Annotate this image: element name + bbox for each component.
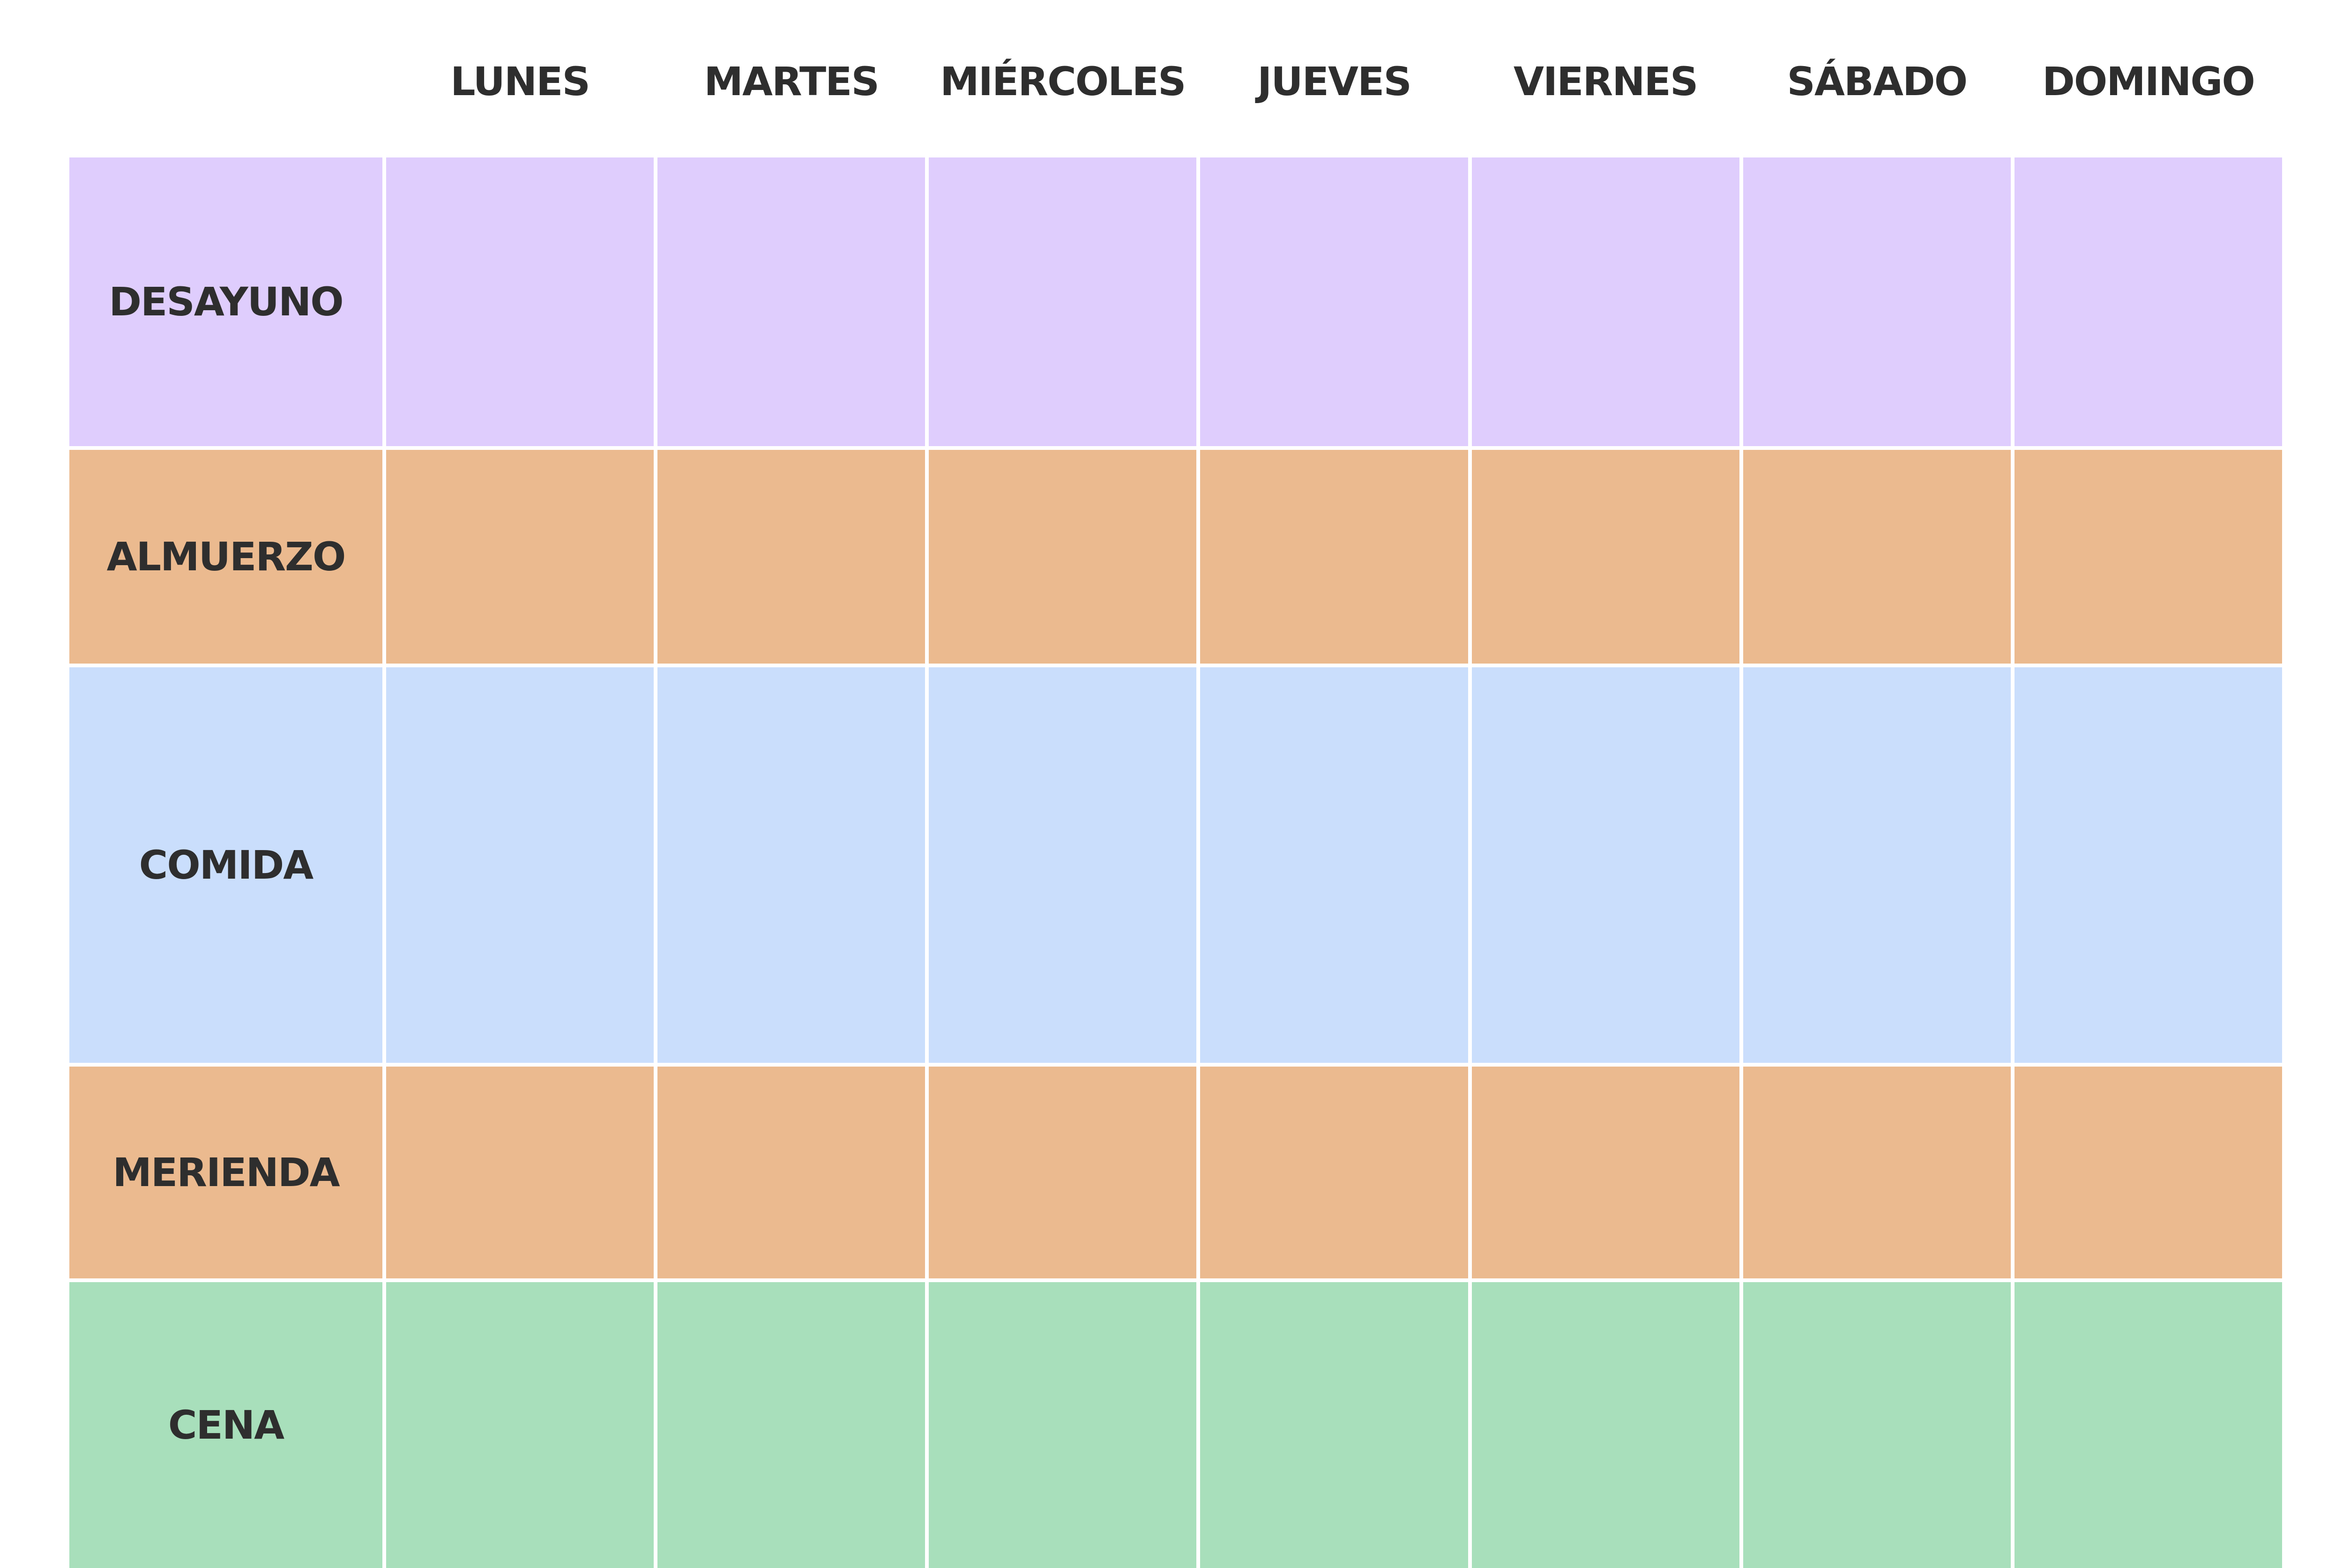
meal-cell[interactable] bbox=[2014, 1067, 2282, 1278]
meal-cell[interactable] bbox=[2014, 450, 2282, 664]
day-header: MIÉRCOLES bbox=[940, 59, 1186, 105]
meal-cell[interactable] bbox=[1743, 157, 2011, 446]
meal-cell[interactable] bbox=[2014, 1282, 2282, 1568]
meal-cell[interactable] bbox=[1471, 667, 1739, 1063]
meal-cell[interactable] bbox=[1471, 1067, 1739, 1278]
day-header: MARTES bbox=[704, 59, 880, 105]
meal-cell[interactable] bbox=[929, 1067, 1197, 1278]
meal-cell[interactable] bbox=[1471, 157, 1739, 446]
meal-cell[interactable] bbox=[929, 667, 1197, 1063]
meal-cell[interactable] bbox=[386, 450, 654, 664]
meal-label: CENA bbox=[69, 1282, 382, 1568]
meal-cell[interactable] bbox=[386, 1282, 654, 1568]
meal-label: MERIENDA bbox=[69, 1067, 382, 1278]
day-header: JUEVES bbox=[1257, 59, 1412, 105]
day-header: VIERNES bbox=[1513, 59, 1699, 105]
day-header: SÁBADO bbox=[1787, 59, 1968, 105]
day-header: LUNES bbox=[450, 59, 590, 105]
meal-cell[interactable] bbox=[1471, 450, 1739, 664]
meal-cell[interactable] bbox=[2014, 157, 2282, 446]
meal-cell[interactable] bbox=[929, 1282, 1197, 1568]
meal-cell[interactable] bbox=[657, 157, 925, 446]
meal-cell[interactable] bbox=[657, 1067, 925, 1278]
meal-cell[interactable] bbox=[2014, 667, 2282, 1063]
meal-label: DESAYUNO bbox=[69, 157, 382, 446]
meal-cell[interactable] bbox=[1743, 667, 2011, 1063]
meal-cell[interactable] bbox=[929, 157, 1197, 446]
meal-cell[interactable] bbox=[386, 157, 654, 446]
meal-cell[interactable] bbox=[1200, 1067, 1468, 1278]
corner-cell bbox=[69, 0, 382, 154]
meal-cell[interactable] bbox=[1200, 667, 1468, 1063]
meal-cell[interactable] bbox=[1200, 450, 1468, 664]
meal-planner-table: LUNES MARTES MIÉRCOLES JUEVES VIERNES SÁBADO D… bbox=[69, 0, 2282, 1568]
meal-label: COMIDA bbox=[69, 667, 382, 1063]
meal-label: ALMUERZO bbox=[69, 450, 382, 664]
meal-cell[interactable] bbox=[386, 1067, 654, 1278]
meal-cell[interactable] bbox=[1200, 1282, 1468, 1568]
meal-cell[interactable] bbox=[1471, 1282, 1739, 1568]
meal-cell[interactable] bbox=[386, 667, 654, 1063]
meal-cell[interactable] bbox=[929, 450, 1197, 664]
meal-cell[interactable] bbox=[1743, 1282, 2011, 1568]
meal-cell[interactable] bbox=[1743, 450, 2011, 664]
meal-cell[interactable] bbox=[1743, 1067, 2011, 1278]
meal-cell[interactable] bbox=[1200, 157, 1468, 446]
meal-cell[interactable] bbox=[657, 667, 925, 1063]
meal-cell[interactable] bbox=[657, 450, 925, 664]
meal-cell[interactable] bbox=[657, 1282, 925, 1568]
day-header: DOMINGO bbox=[2042, 59, 2255, 105]
